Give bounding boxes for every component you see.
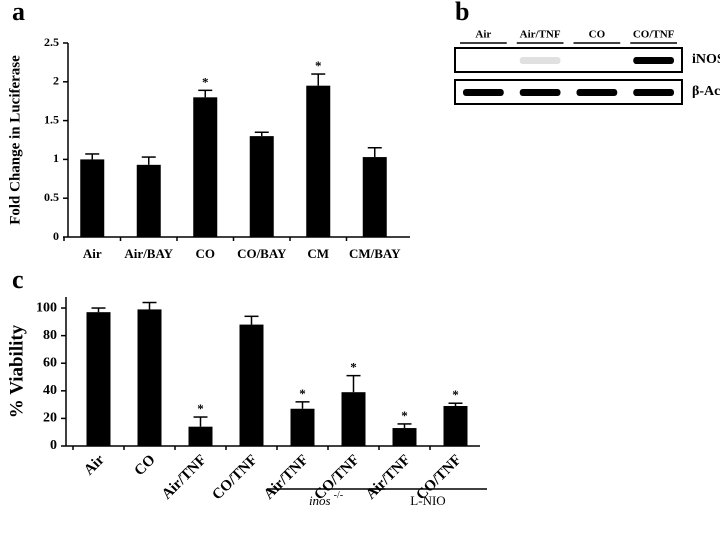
bar: [193, 97, 218, 237]
group-label-text: L-NIO: [410, 493, 445, 508]
lane-label: CO: [589, 29, 606, 41]
x-tick-label: Air/TNF: [363, 452, 414, 503]
y-axis-label: % Viability: [6, 324, 27, 418]
bar: [239, 324, 264, 446]
y-tick-label: 100: [36, 300, 57, 315]
group-label: L-NIO: [410, 493, 445, 508]
x-tick-label: Air/TNF: [159, 452, 210, 503]
y-tick-label: 0: [53, 229, 59, 243]
bar: [290, 408, 315, 446]
y-tick-label: 2: [53, 74, 59, 88]
lane-label: Air: [475, 29, 491, 41]
bar: [137, 309, 162, 446]
significance-marker: *: [401, 408, 408, 423]
y-axis-label: Fold Change in Luciferase: [7, 55, 23, 225]
row-label: iNOS: [692, 52, 720, 67]
significance-marker: *: [350, 360, 357, 375]
panel-letter: c: [12, 265, 24, 294]
y-tick-label: 60: [43, 355, 57, 370]
y-tick-label: 2.5: [44, 35, 59, 49]
bar: [392, 428, 417, 446]
blot-band: [519, 89, 561, 96]
x-tick-label: Air/TNF: [261, 452, 312, 503]
y-tick-label: 40: [43, 383, 57, 398]
group-label: inos -/-: [309, 490, 343, 508]
bar: [341, 392, 366, 446]
significance-marker: *: [315, 58, 322, 73]
bar: [86, 312, 111, 446]
significance-marker: *: [202, 74, 209, 89]
panel-letter: b: [455, 0, 469, 26]
x-tick-label: Air/BAY: [124, 246, 173, 261]
group-label-superscript: -/-: [334, 490, 343, 501]
blot-band: [633, 89, 674, 96]
blot-band: [633, 57, 674, 64]
row-label: β-Actin: [692, 84, 720, 99]
x-tick-label: CO/TNF: [209, 452, 260, 503]
panel-letter: a: [12, 0, 25, 26]
y-tick-label: 1.5: [44, 112, 59, 126]
group-label-text: inos: [309, 493, 331, 508]
blot-band: [576, 89, 618, 96]
x-tick-label: CO: [196, 246, 216, 261]
blot-band: [463, 89, 504, 96]
bar: [249, 136, 274, 237]
x-tick-label: CM/BAY: [349, 246, 401, 261]
bar: [443, 405, 468, 446]
y-tick-label: 80: [43, 328, 57, 343]
y-tick-label: 0: [50, 438, 57, 453]
bar: [362, 157, 387, 237]
x-tick-label: Air: [83, 246, 102, 261]
bar: [188, 426, 213, 446]
bar: [306, 85, 331, 238]
x-tick-label: CM: [307, 246, 329, 261]
significance-marker: *: [452, 387, 459, 402]
bar: [80, 159, 105, 237]
blot-band: [519, 57, 561, 64]
y-tick-label: 20: [43, 411, 57, 426]
x-tick-label: Air: [81, 452, 108, 479]
lane-label: Air/TNF: [520, 29, 561, 41]
y-tick-label: 1: [53, 151, 59, 165]
bar: [136, 164, 161, 237]
lane-label: CO/TNF: [633, 29, 675, 41]
significance-marker: *: [197, 401, 204, 416]
y-tick-label: 0.5: [44, 190, 59, 204]
significance-marker: *: [299, 386, 306, 401]
x-tick-label: CO: [132, 452, 159, 479]
x-tick-label: CO/BAY: [237, 246, 287, 261]
